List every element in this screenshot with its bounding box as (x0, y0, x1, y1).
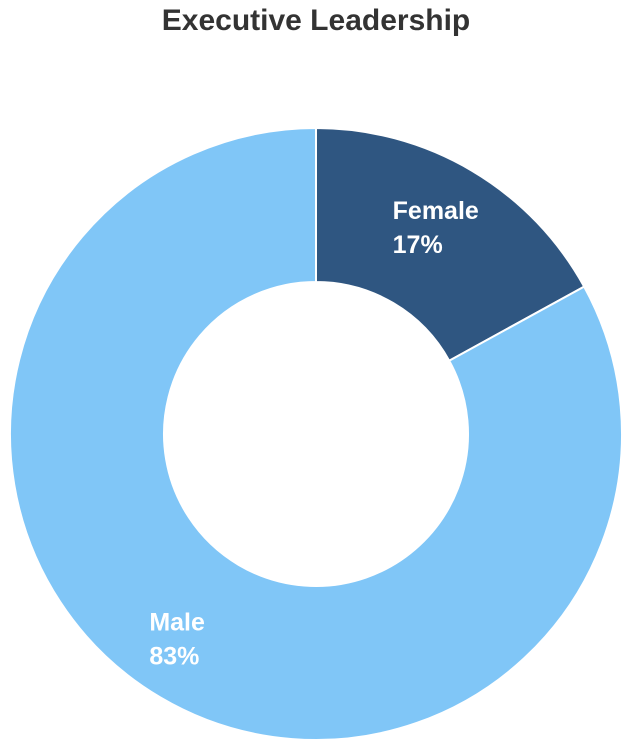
slice-value-label: 83% (149, 642, 199, 670)
slice (9, 127, 623, 741)
slice-value-label: 17% (393, 231, 443, 259)
slice (315, 127, 586, 362)
slice-label: Female (393, 197, 479, 225)
chart-title: Executive Leadership (162, 4, 470, 37)
slice-label: Male (149, 608, 205, 636)
